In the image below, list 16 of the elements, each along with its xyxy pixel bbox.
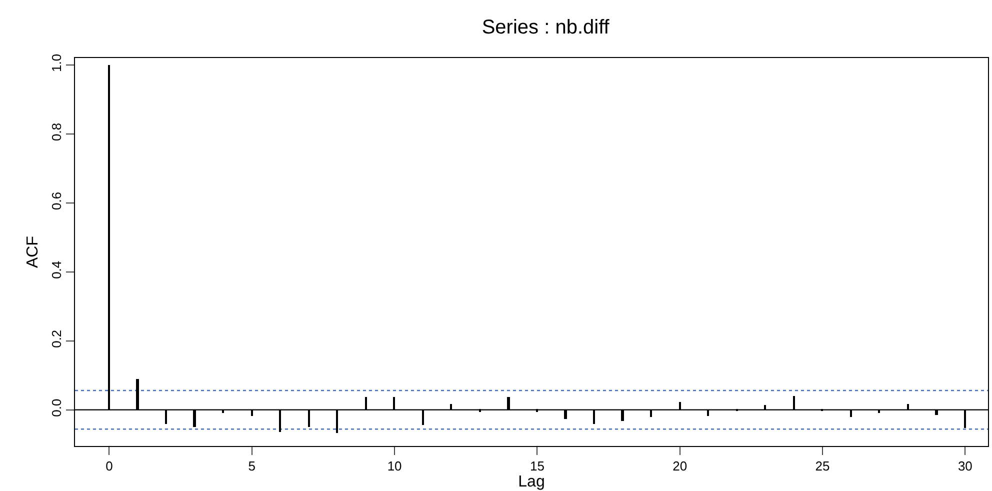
y-tick-label: 0.0 [48, 398, 64, 417]
y-tick-label: 0.6 [48, 192, 64, 210]
y-tick-label: 0.4 [48, 260, 64, 279]
chart-title: Series : nb.diff [482, 16, 610, 39]
x-tick-label: 30 [958, 458, 972, 474]
y-axis-title: ACF [24, 236, 42, 268]
x-tick-label: 10 [387, 458, 402, 474]
y-tick-label: 0.8 [48, 122, 64, 141]
y-tick-label: 0.2 [48, 330, 64, 348]
x-tick-label: 5 [248, 458, 256, 474]
x-tick-label: 15 [530, 458, 544, 474]
x-tick-label: 25 [815, 458, 830, 474]
x-tick-label: 20 [672, 458, 688, 474]
x-tick-label: 0 [106, 458, 113, 474]
y-tick-label: 1.0 [48, 54, 64, 72]
x-axis-title: Lag [518, 474, 545, 491]
